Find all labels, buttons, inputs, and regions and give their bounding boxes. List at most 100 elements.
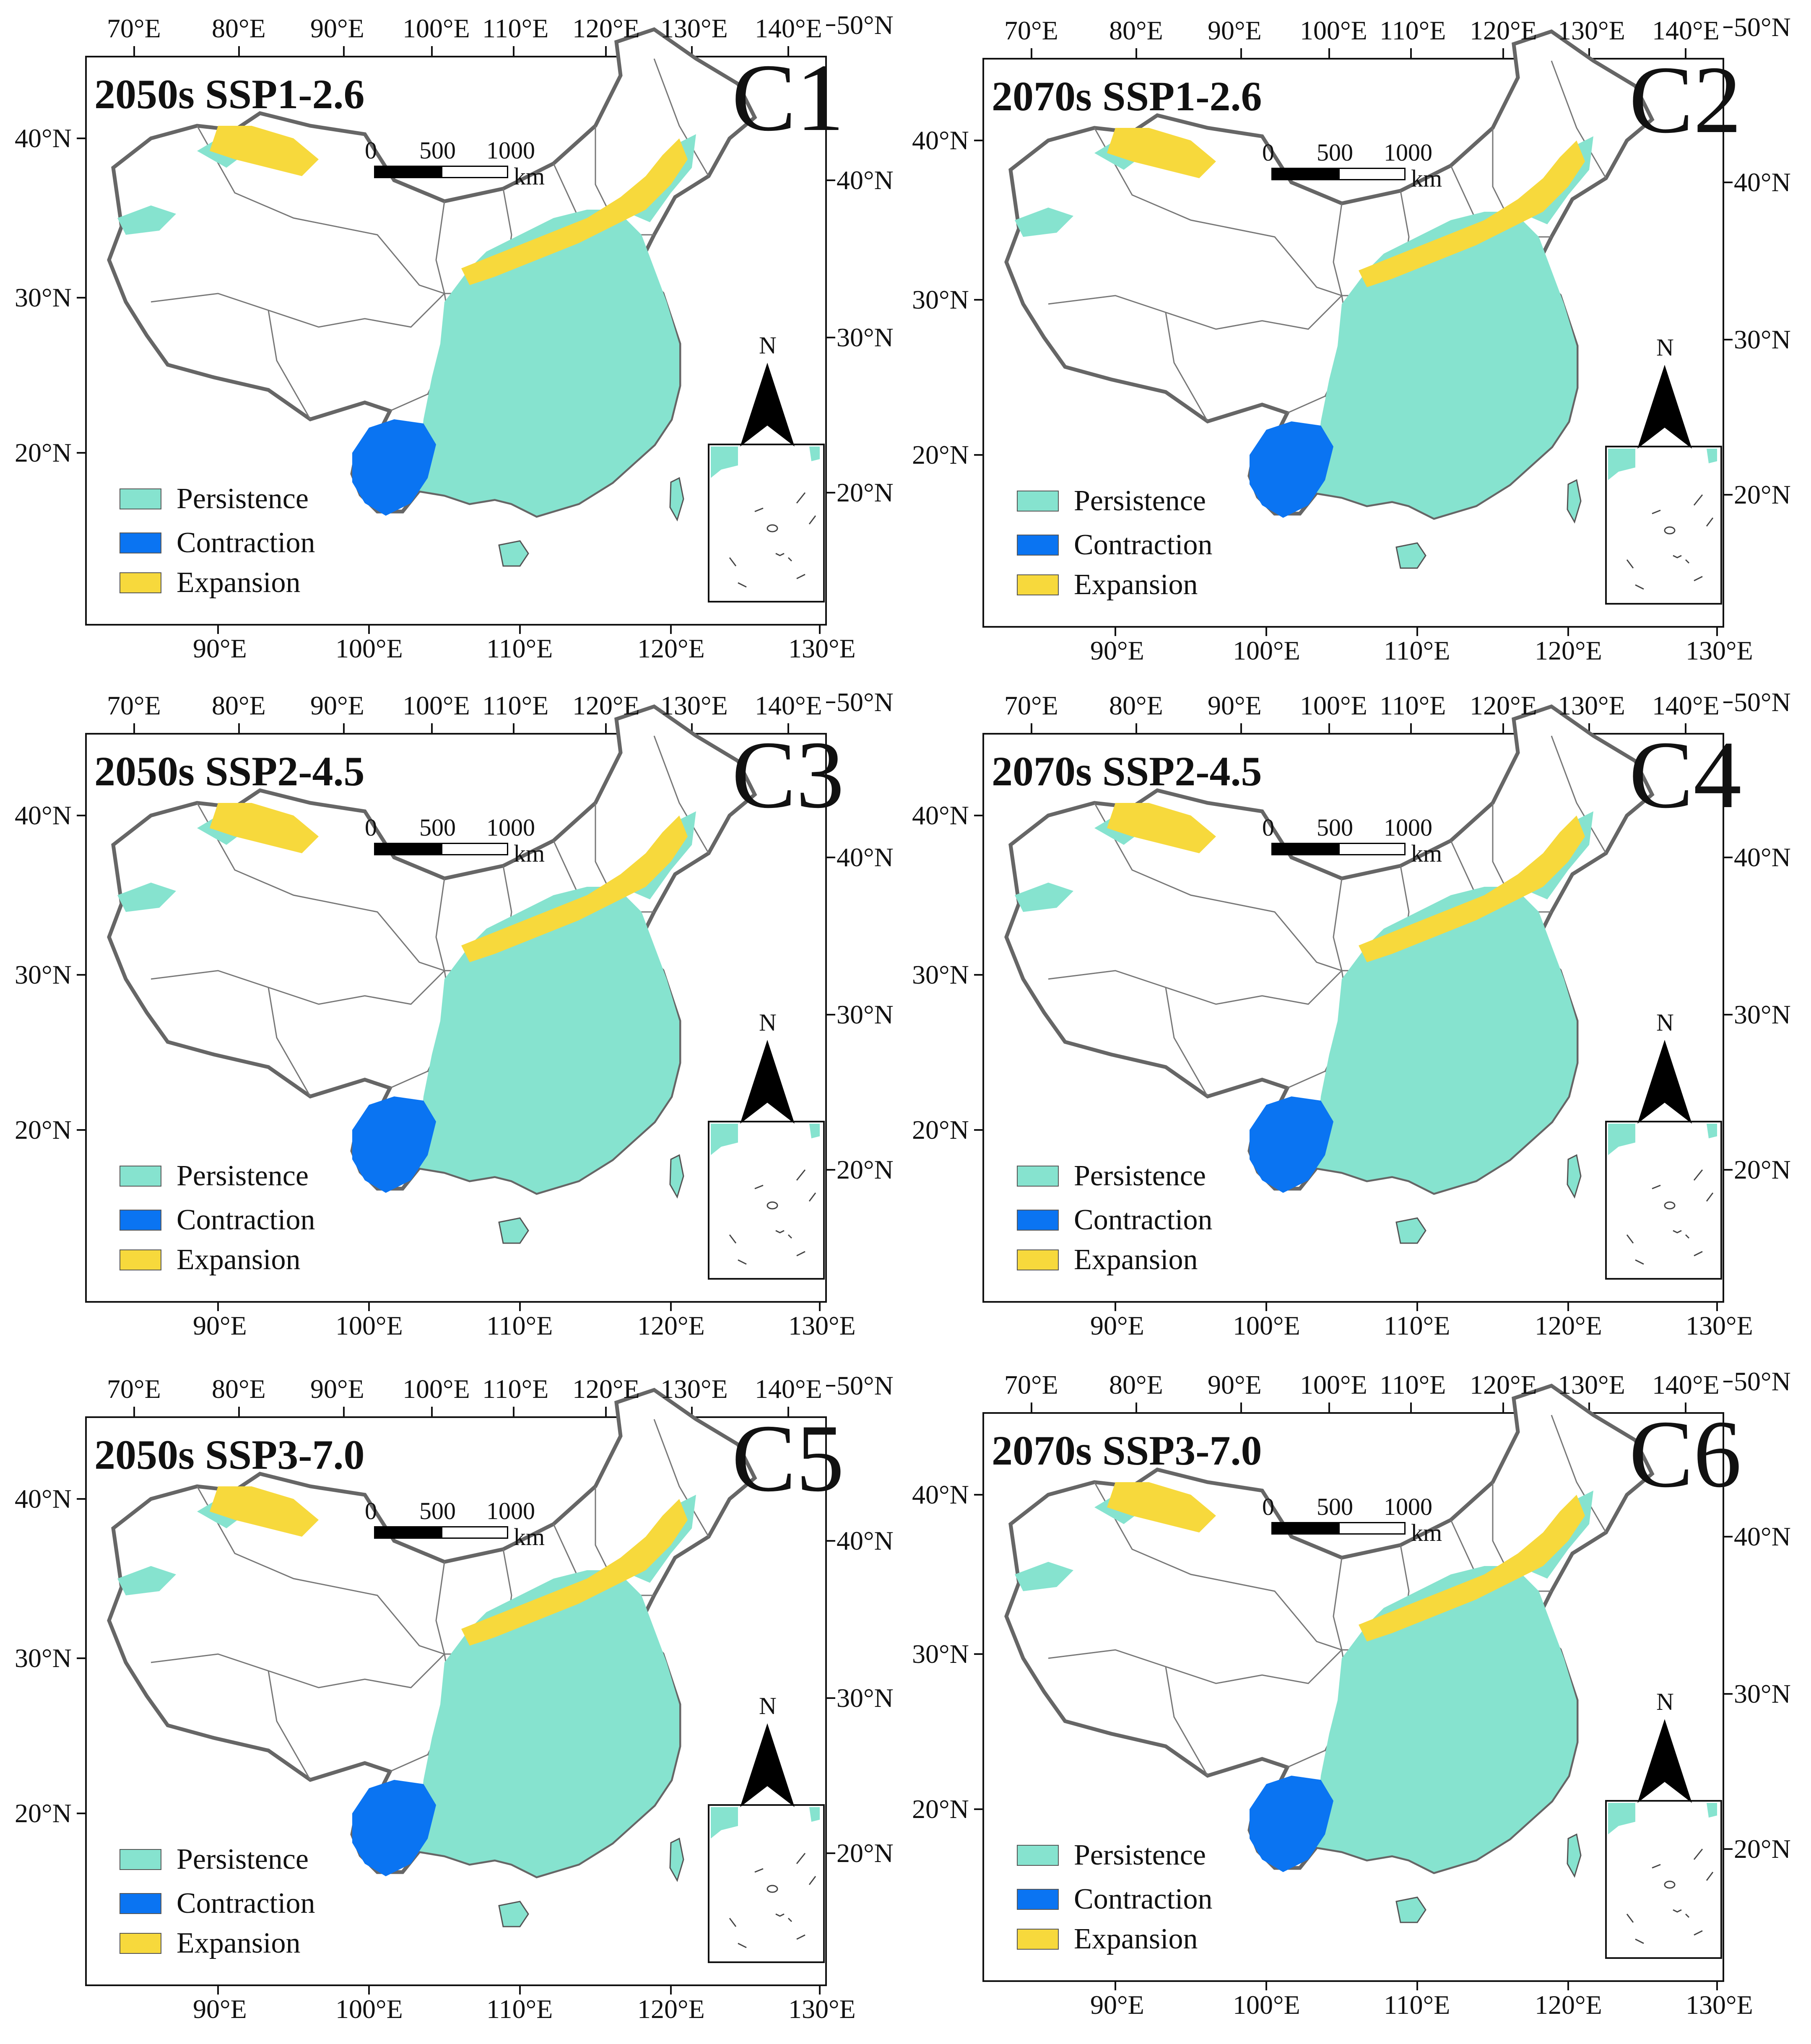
top-lon-label: 100°E	[1300, 16, 1367, 45]
right-lat-label: 40°N	[837, 1526, 894, 1556]
inset-frame	[708, 1121, 825, 1280]
panel-id: C4	[1629, 721, 1742, 828]
scale-tick-label: 0	[365, 814, 377, 841]
expansion-xinjiang	[210, 126, 319, 176]
taiwan	[669, 1837, 684, 1882]
bottom-lon-label: 100°E	[335, 634, 403, 663]
map-graticule	[974, 701, 1733, 1311]
left-lat-label: 30°N	[15, 283, 72, 312]
legend-label: Contraction	[1074, 529, 1213, 561]
persistence-area	[1317, 1566, 1577, 1872]
north-arrow-icon	[1637, 1719, 1692, 1803]
hainan	[1395, 542, 1426, 569]
persistence-xinjiang	[1015, 140, 1141, 237]
legend-label: Persistence	[177, 483, 309, 515]
bottom-lon-label: 130°E	[1686, 1311, 1753, 1340]
contraction-area	[352, 1096, 436, 1193]
left-lat-label: 40°N	[912, 125, 969, 155]
right-lat-label: 50°N	[1734, 12, 1791, 42]
inset-land	[1608, 449, 1635, 480]
legend-item-contraction: Contraction	[1017, 528, 1212, 562]
inset-islands	[729, 1169, 816, 1265]
inset-land	[1608, 1803, 1635, 1834]
legend-item-expansion: Expansion	[1017, 1922, 1198, 1956]
top-lon-label: 80°E	[212, 1374, 266, 1404]
legend-swatch	[1017, 1210, 1059, 1231]
hainan	[498, 1901, 529, 1927]
scale-tick-label: 500	[1317, 139, 1353, 166]
hainan	[1395, 1896, 1426, 1923]
scale-unit: km	[1411, 1519, 1442, 1546]
legend-swatch	[120, 1893, 161, 1914]
top-lon-label: 70°E	[107, 691, 161, 720]
expansion-xinjiang	[210, 803, 319, 853]
bottom-lon-label: 110°E	[486, 1994, 553, 2024]
top-lon-label: 110°E	[1380, 16, 1446, 45]
map-graticule	[77, 1385, 835, 1995]
left-lat-label: 30°N	[912, 1639, 969, 1669]
map-graticule	[77, 701, 835, 1311]
bottom-lon-label: 90°E	[193, 1311, 247, 1340]
persistence-xinjiang	[117, 1499, 243, 1595]
legend-swatch	[120, 532, 161, 553]
inset-islands	[1626, 1169, 1714, 1265]
scale-bar: 0 500 1000 km	[1262, 1493, 1442, 1546]
top-lon-label: 120°E	[1470, 16, 1537, 45]
legend-label: Persistence	[177, 1160, 309, 1192]
top-lon-label: 130°E	[1558, 1370, 1625, 1400]
contraction-area	[1250, 421, 1333, 518]
scale-tick-label: 1000	[486, 814, 535, 841]
legend-swatch	[1017, 1929, 1059, 1950]
bottom-lon-label: 130°E	[788, 1311, 856, 1340]
top-lon-label: 100°E	[1300, 1370, 1367, 1400]
left-lat-label: 40°N	[912, 800, 969, 830]
left-ticks	[77, 1498, 86, 1814]
right-lat-label: 40°N	[1734, 167, 1791, 197]
bottom-lon-label: 120°E	[637, 1994, 705, 2024]
top-lon-label: 130°E	[660, 691, 728, 720]
left-lat-label: 40°N	[15, 800, 72, 830]
left-ticks	[974, 815, 983, 1131]
scale-bar-white	[441, 843, 508, 855]
persistence-area	[419, 887, 679, 1193]
legend-item-contraction: Contraction	[1017, 1203, 1212, 1237]
north-arrow: N	[738, 1008, 797, 1126]
top-lon-label: 70°E	[107, 13, 161, 43]
bottom-lon-label: 90°E	[193, 1994, 247, 2024]
left-lat-label: 20°N	[912, 1794, 969, 1824]
scale-unit: km	[1411, 840, 1442, 867]
left-lat-label: 20°N	[912, 440, 969, 470]
map-panel-c2: 70°E 80°E 90°E 100°E 110°E 120°E 130°E 1…	[897, 2, 1803, 683]
north-label: N	[759, 332, 777, 359]
inset-land	[1608, 1124, 1635, 1155]
panel-title: 2050s SSP2-4.5	[94, 748, 365, 795]
legend-item-contraction: Contraction	[120, 1203, 315, 1237]
right-ticks	[826, 701, 835, 1171]
legend-swatch	[120, 488, 161, 509]
scale-bar-black	[374, 166, 441, 178]
top-lon-label: 110°E	[1380, 1370, 1446, 1400]
right-ticks	[826, 1385, 835, 1854]
panel-id: C5	[732, 1405, 844, 1512]
legend-label: Persistence	[1074, 1160, 1206, 1192]
bottom-lon-label: 120°E	[637, 634, 705, 663]
top-lon-label: 120°E	[572, 691, 640, 720]
panel-title: 2070s SSP1-2.6	[992, 73, 1262, 119]
left-lat-label: 40°N	[15, 1484, 72, 1514]
top-lon-label: 90°E	[1208, 691, 1262, 720]
right-lat-label: 40°N	[1734, 842, 1791, 872]
inset-frame	[1605, 1121, 1722, 1280]
north-arrow-icon	[1637, 365, 1692, 449]
inset-islands	[1626, 1849, 1714, 1944]
top-lon-label: 80°E	[212, 13, 266, 43]
bottom-lon-label: 110°E	[1384, 1990, 1450, 2020]
left-lat-label: 30°N	[912, 285, 969, 314]
left-lat-label: 30°N	[15, 960, 72, 990]
right-lat-label: 50°N	[837, 10, 894, 40]
scale-tick-label: 0	[1262, 1493, 1274, 1520]
left-lat-label: 20°N	[15, 438, 72, 467]
right-ticks	[826, 24, 835, 493]
legend-swatch	[1017, 491, 1059, 512]
expansion-xinjiang	[1107, 803, 1216, 853]
top-lon-label: 80°E	[1109, 16, 1163, 45]
